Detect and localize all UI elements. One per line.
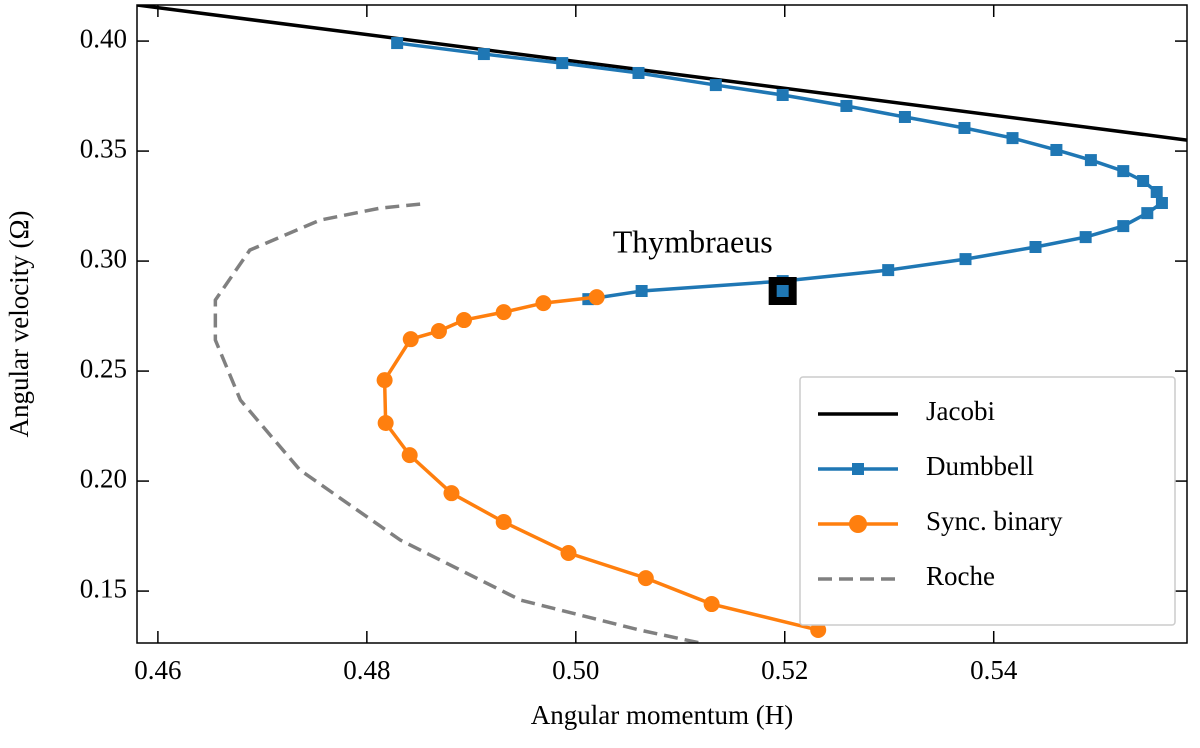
point (1155, 197, 1168, 209)
point (1006, 132, 1019, 145)
point (495, 514, 512, 530)
point (556, 57, 569, 70)
annotation: Thymbraeus (613, 223, 773, 259)
point (401, 447, 418, 464)
point (443, 485, 460, 502)
legend-label: Jacobi (926, 396, 995, 426)
point (632, 66, 645, 79)
point (840, 99, 853, 112)
legend-label: Sync. binary (926, 506, 1063, 536)
point (588, 289, 605, 306)
y-tick-label: 0.25 (80, 353, 127, 383)
legend-label: Dumbbell (926, 451, 1034, 481)
y-tick-label: 0.35 (80, 133, 127, 163)
point (882, 264, 895, 277)
point (1079, 231, 1092, 244)
series-line (382, 295, 819, 632)
y-axis-label: Angular velocity (Ω) (4, 211, 34, 438)
point (1150, 186, 1163, 198)
point (1137, 175, 1150, 187)
point (810, 622, 827, 639)
point (635, 285, 648, 297)
series-line (213, 202, 701, 643)
point (709, 79, 722, 92)
x-tick-label: 0.48 (343, 655, 390, 685)
point (898, 110, 911, 123)
point (402, 331, 419, 348)
legend-box (799, 376, 1176, 626)
point (456, 312, 473, 329)
point (1029, 241, 1042, 253)
y-tick-label: 0.20 (80, 463, 127, 493)
x-tick-label: 0.54 (970, 655, 1018, 685)
y-tick-label: 0.15 (80, 573, 127, 603)
x-tick-label: 0.52 (761, 655, 808, 685)
legend-marker (849, 515, 867, 533)
y-tick-label: 0.30 (80, 243, 127, 273)
series-line (396, 41, 1165, 301)
point (430, 323, 447, 340)
point (637, 570, 654, 587)
x-axis-label: Angular momentum (H) (531, 700, 793, 730)
series-line (137, 5, 1187, 142)
point (1141, 207, 1154, 220)
legend-marker (852, 463, 864, 475)
point (376, 372, 393, 389)
legend-label: Roche (926, 561, 995, 591)
point (776, 88, 789, 101)
point (1084, 154, 1097, 167)
point (1117, 165, 1130, 178)
axes-frame (136, 4, 1188, 644)
plot-area (137, 5, 1187, 643)
point (1117, 220, 1130, 233)
x-tick-label: 0.50 (552, 655, 599, 685)
y-tick-label: 0.40 (80, 23, 127, 53)
point (703, 596, 720, 613)
point (959, 253, 972, 266)
point (1050, 143, 1063, 156)
annotation-marker-inner (776, 285, 789, 297)
point (391, 37, 404, 50)
point (560, 545, 577, 562)
point (477, 48, 490, 61)
point (495, 304, 512, 321)
point (958, 121, 971, 134)
point (535, 295, 552, 312)
point (377, 415, 394, 431)
x-tick-label: 0.46 (134, 655, 181, 685)
